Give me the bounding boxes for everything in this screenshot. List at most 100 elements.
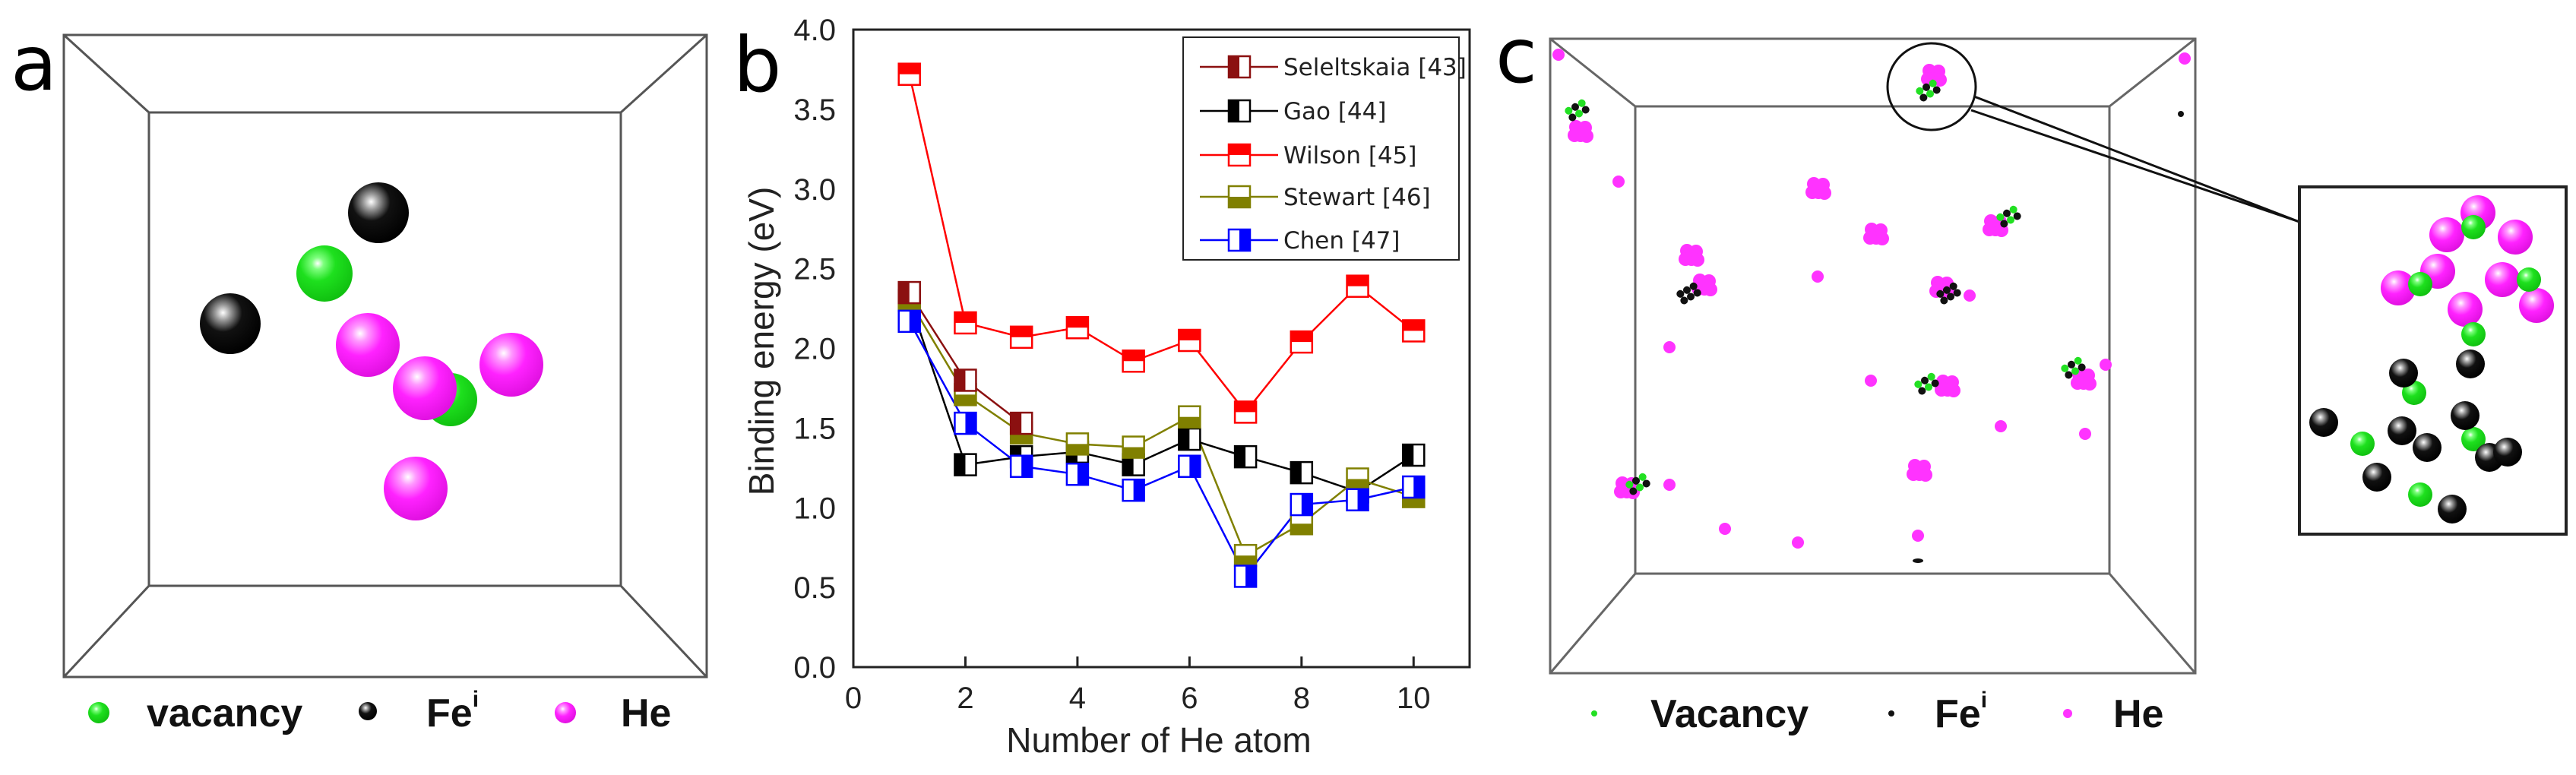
vacancy-fe-cluster [1916, 79, 1941, 102]
marker-fill [965, 413, 976, 435]
marker-border [1402, 319, 1426, 343]
he-cluster [1679, 244, 1704, 267]
marker-fill [1239, 229, 1250, 251]
he-atom [1719, 523, 1731, 535]
legend-label: Wilson [45] [1283, 142, 1416, 169]
simulation-box [1549, 37, 2197, 675]
marker-border [1178, 328, 1201, 353]
he-atom [1612, 176, 1625, 188]
legend-entry: Wilson [45] [1200, 142, 1416, 169]
he-atom [1580, 129, 1593, 143]
fe-interstitial-atom [1918, 387, 1926, 395]
legend-fe-superscript: i [473, 687, 479, 712]
y-tick-label: 0.0 [793, 651, 836, 685]
vacancy-site [2461, 215, 2486, 239]
data-point-series-1 [1290, 460, 1314, 485]
data-point-series-1 [1178, 427, 1201, 451]
vacancy-site [2408, 482, 2432, 507]
panel-c-legend: Vacancy Fei He [1591, 688, 2163, 736]
marker-border [1346, 274, 1369, 298]
data-point-series-4 [897, 309, 921, 334]
marker-border [1178, 427, 1201, 451]
legend-he: He [2113, 692, 2163, 736]
data-point-series-2 [1065, 315, 1090, 340]
marker-border [1402, 475, 1426, 499]
panel-c-label: c [1495, 11, 1537, 100]
vacancy-site [2071, 367, 2079, 375]
data-point-series-3 [1065, 432, 1090, 456]
marker-fill [1229, 144, 1250, 155]
data-point-series-1 [1233, 444, 1258, 469]
vacancy-site [1929, 79, 1937, 87]
he-atom [393, 356, 457, 420]
x-tick-label: 2 [957, 682, 973, 715]
he-atom [1792, 536, 1804, 549]
magnifier-callout [1886, 42, 2300, 223]
vacancy-legend-icon [88, 702, 109, 723]
legend-marker [1227, 185, 1252, 209]
he-atom [1663, 479, 1676, 491]
he-atom [1663, 341, 1676, 353]
legend-label: Stewart [46] [1283, 184, 1431, 211]
panel-b: b Binding energy (eV) Number of He atom … [733, 14, 1471, 760]
y-tick-label: 1.5 [793, 412, 836, 445]
he-atom [1704, 283, 1717, 296]
fe-interstitial-atom [1676, 289, 1685, 298]
panel-a-legend: vacancy Fei He [88, 687, 671, 735]
he-cluster [1805, 177, 1831, 200]
data-point-series-2 [1122, 350, 1145, 373]
vacancy-site [1926, 90, 1934, 98]
marker-fill [1245, 565, 1257, 587]
fe-interstitial-atom [2456, 350, 2485, 378]
fe-interstitial-atom [2413, 433, 2442, 462]
legend-fe-text: Fe [1935, 692, 1981, 736]
fe-interstitial-atom [1568, 113, 1577, 122]
legend-label: Gao [44] [1283, 98, 1386, 125]
fe-interstitial-atom [2013, 212, 2021, 220]
marker-border [1065, 315, 1090, 340]
chart-legend: Seleltskaia [43] Gao [44] Wilson [45] Stewa… [1182, 36, 1467, 261]
x-tick-label: 10 [1397, 682, 1431, 715]
vacancy-fe-cluster [1676, 282, 1701, 305]
legend-marker [1227, 228, 1252, 252]
panel-a: a vacancy Fei He [11, 19, 708, 735]
marker-border [1227, 228, 1252, 252]
fe-interstitial-atom [2065, 371, 2073, 379]
he-atom [1947, 384, 1960, 397]
marker-fill [1229, 197, 1250, 207]
vacancy-site [1636, 483, 1644, 492]
marker-border [1346, 488, 1369, 512]
data-point-series-4 [954, 411, 977, 435]
he-atom [1691, 253, 1704, 267]
x-tick-label: 4 [1069, 682, 1086, 715]
vacancy-site [2408, 272, 2432, 296]
fe-interstitial-atom [1693, 289, 1701, 297]
y-tick-label: 0.5 [793, 571, 836, 605]
x-tick-label: 8 [1293, 682, 1310, 715]
vacancy-fe-cluster [1565, 99, 1590, 122]
data-point-series-0 [897, 280, 921, 305]
marker-fill [1133, 479, 1144, 501]
he-atom [1907, 467, 1920, 481]
vacancy-site [1925, 383, 1932, 391]
marker-border [954, 411, 977, 435]
vacancy-fe-cluster [2061, 356, 2086, 379]
vacancy-fe-cluster [1996, 205, 2021, 228]
vacancy-site [1916, 87, 1924, 95]
vacancy-site [2061, 364, 2069, 372]
marker-fill [1229, 100, 1239, 122]
marker-fill [1122, 447, 1144, 458]
legend-fe-text: Fe [426, 691, 473, 735]
data-point-series-0 [954, 369, 977, 392]
magnifier-circle [1886, 42, 1977, 131]
he-atom [1865, 375, 1877, 387]
fe-interstitial-atom [2078, 363, 2086, 372]
he-atom [2071, 376, 2084, 390]
marker-border [1290, 492, 1314, 517]
he-atom [2079, 428, 2091, 440]
data-point-series-3 [1178, 405, 1201, 429]
marker-border [1233, 444, 1258, 469]
he-atom [1964, 289, 1976, 302]
data-point-series-2 [1233, 400, 1258, 424]
fe-interstitial-atom [2389, 359, 2418, 388]
